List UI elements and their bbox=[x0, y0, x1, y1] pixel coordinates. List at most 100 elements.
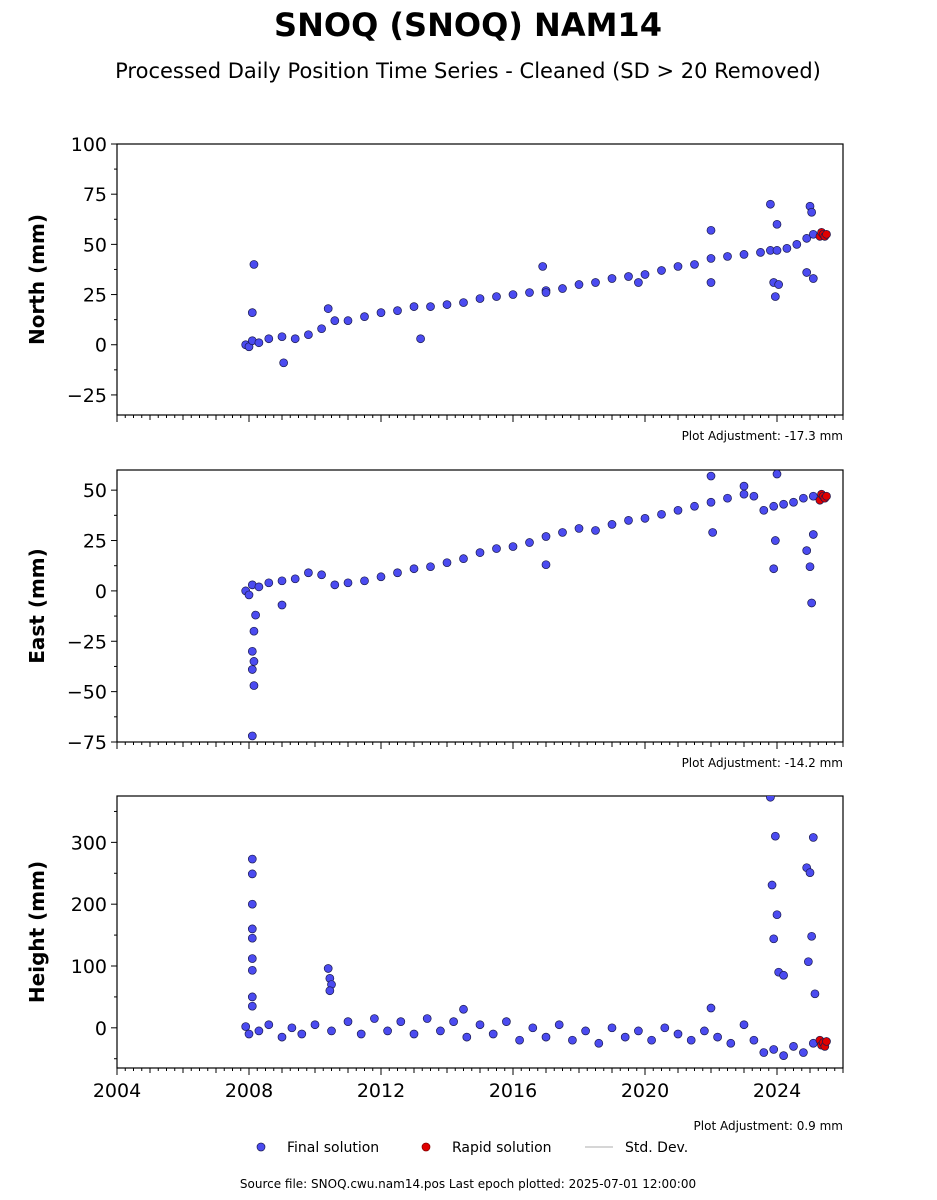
final-point bbox=[383, 1026, 392, 1036]
final-point bbox=[247, 924, 257, 934]
final-point bbox=[808, 491, 818, 501]
final-point bbox=[706, 1003, 716, 1013]
final-point bbox=[802, 546, 812, 555]
final-point bbox=[772, 910, 782, 920]
final-point bbox=[426, 562, 435, 572]
final-point bbox=[660, 1023, 670, 1033]
final-point bbox=[591, 278, 600, 287]
final-point bbox=[251, 610, 260, 620]
final-point bbox=[805, 868, 815, 878]
final-point bbox=[807, 931, 817, 941]
final-point bbox=[343, 316, 353, 326]
final-point bbox=[759, 505, 769, 515]
final-point bbox=[789, 497, 798, 507]
figure-title: SNOQ (SNOQ) NAM14 bbox=[274, 6, 662, 44]
final-point bbox=[591, 526, 600, 535]
final-point bbox=[624, 516, 633, 525]
y-axis-label: North (mm) bbox=[25, 214, 49, 345]
final-point bbox=[247, 854, 257, 864]
final-point bbox=[673, 262, 683, 271]
final-point bbox=[508, 290, 518, 299]
y-tick-label: 0 bbox=[95, 1018, 107, 1040]
final-point bbox=[422, 1014, 432, 1023]
y-tick-label: 0 bbox=[95, 581, 107, 603]
final-point bbox=[264, 334, 274, 344]
final-point bbox=[247, 992, 257, 1002]
legend-marker-rapid bbox=[421, 1142, 431, 1152]
final-point bbox=[249, 657, 259, 666]
final-point bbox=[541, 288, 551, 297]
final-point bbox=[290, 334, 300, 344]
final-point bbox=[247, 869, 257, 879]
final-point bbox=[528, 1023, 538, 1033]
y-tick-label: −25 bbox=[67, 385, 107, 407]
final-point bbox=[708, 528, 718, 537]
y-tick-label: −25 bbox=[67, 631, 107, 653]
final-point bbox=[538, 262, 548, 271]
final-point bbox=[360, 576, 369, 586]
final-point bbox=[475, 294, 485, 303]
final-point bbox=[459, 554, 468, 564]
final-point bbox=[277, 576, 287, 586]
final-point bbox=[304, 330, 313, 340]
final-point bbox=[396, 1017, 406, 1026]
final-point bbox=[247, 899, 257, 909]
final-point bbox=[634, 278, 643, 287]
final-point bbox=[620, 1032, 630, 1042]
data-layer bbox=[241, 199, 831, 368]
y-tick-label: 100 bbox=[71, 956, 107, 978]
final-point bbox=[247, 646, 257, 656]
final-point bbox=[772, 219, 782, 229]
final-point bbox=[723, 252, 732, 261]
y-tick-label: 25 bbox=[83, 531, 107, 553]
final-point bbox=[594, 1038, 604, 1048]
final-point bbox=[264, 1020, 274, 1030]
final-point bbox=[436, 1026, 445, 1036]
final-point bbox=[772, 246, 782, 255]
final-point bbox=[640, 514, 650, 523]
y-tick-label: 25 bbox=[83, 285, 107, 307]
final-point bbox=[770, 292, 780, 301]
final-point bbox=[770, 536, 780, 545]
final-point bbox=[657, 509, 666, 519]
final-point bbox=[515, 1035, 524, 1045]
final-point bbox=[442, 300, 452, 309]
final-point bbox=[442, 558, 452, 568]
final-point bbox=[558, 528, 567, 537]
final-point bbox=[247, 954, 257, 963]
final-point bbox=[792, 240, 802, 249]
final-point bbox=[323, 964, 333, 973]
final-point bbox=[706, 225, 716, 235]
series-final bbox=[241, 489, 818, 600]
plot-adjustment: Plot Adjustment: -17.3 mm bbox=[682, 429, 843, 443]
panel-3: 0 100 200 300 2004 2008 2012 2016 2020 2024 Height… bbox=[25, 795, 844, 1133]
final-point bbox=[264, 578, 274, 588]
final-point bbox=[789, 1042, 798, 1051]
final-point bbox=[739, 481, 749, 491]
final-point bbox=[416, 334, 425, 344]
y-tick-label: 75 bbox=[83, 184, 107, 206]
y-tick-label: 50 bbox=[83, 234, 107, 256]
final-point bbox=[541, 560, 551, 570]
final-point bbox=[241, 1022, 251, 1031]
final-point bbox=[690, 501, 699, 511]
final-point bbox=[810, 989, 820, 999]
final-point bbox=[426, 302, 435, 311]
final-point bbox=[525, 288, 534, 297]
final-point bbox=[706, 278, 716, 287]
final-point bbox=[247, 933, 257, 943]
final-point bbox=[249, 626, 259, 636]
final-point bbox=[739, 489, 749, 499]
final-point bbox=[706, 254, 716, 263]
final-point bbox=[770, 831, 780, 841]
final-point bbox=[492, 544, 501, 553]
plot-frame bbox=[116, 143, 844, 416]
final-point bbox=[779, 499, 788, 509]
final-point bbox=[554, 1020, 564, 1030]
x-tick-label: 2020 bbox=[621, 1080, 669, 1102]
final-point bbox=[290, 574, 300, 584]
final-point bbox=[254, 1026, 264, 1036]
final-point bbox=[393, 306, 402, 315]
final-point bbox=[568, 1035, 577, 1045]
final-point bbox=[247, 1001, 257, 1011]
